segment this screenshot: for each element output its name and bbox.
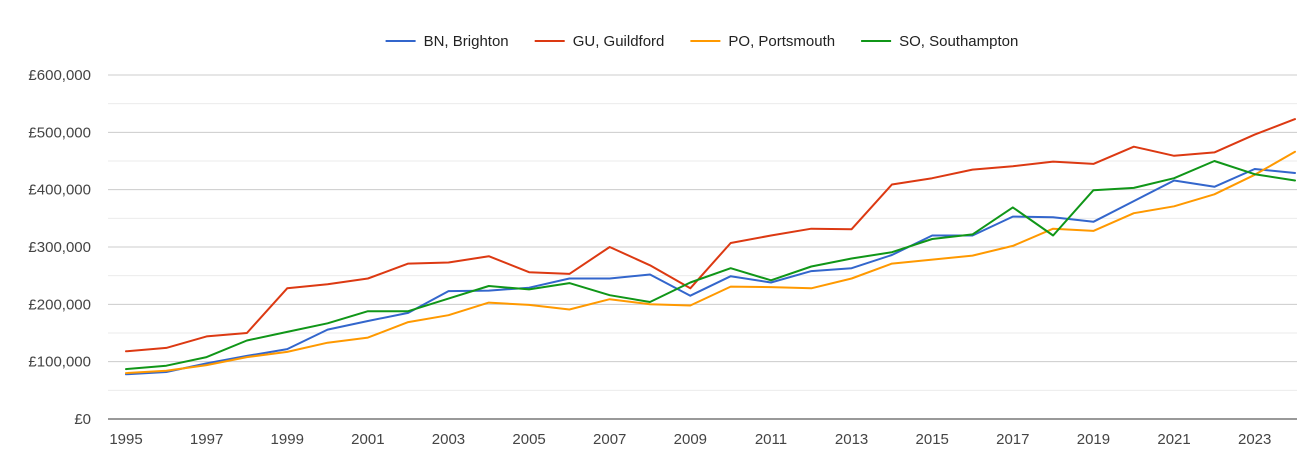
y-tick-label: £600,000 (28, 67, 91, 84)
x-tick-label: 2009 (674, 431, 707, 448)
axes: £0 £100,000 £200,000 £300,000 £400,000 £500,0… (28, 67, 1271, 448)
y-tick-label: £0 (74, 411, 91, 428)
y-tick-label: £400,000 (28, 182, 91, 199)
x-tick-label: 2013 (835, 431, 868, 448)
legend-item: GU, Guildford (534, 33, 665, 50)
legend-item: PO, Portsmouth (690, 33, 835, 50)
x-tick-label: 2021 (1157, 431, 1190, 448)
x-tick-label: 2023 (1238, 431, 1271, 448)
x-tick-label: 2017 (996, 431, 1029, 448)
x-tick-label: 2007 (593, 431, 626, 448)
legend-label: BN, Brighton (424, 33, 509, 50)
x-tick-label: 1995 (109, 431, 142, 448)
legend: BN, Brighton GU, Guildford PO, Portsmouth S… (385, 33, 1018, 50)
legend-label: GU, Guildford (573, 33, 665, 50)
grid-lines (108, 74, 1297, 420)
series-lines (125, 118, 1296, 376)
x-tick-label: 2011 (755, 431, 787, 448)
series-line-2 (125, 118, 1296, 353)
y-tick-label: £100,000 (28, 354, 91, 371)
y-tick-label: £300,000 (28, 239, 91, 256)
x-tick-label: 1999 (271, 431, 304, 448)
x-tick-label: 2015 (916, 431, 949, 448)
x-tick-label: 1997 (190, 431, 223, 448)
y-tick-label: £500,000 (28, 124, 91, 141)
x-tick-label: 2005 (512, 431, 545, 448)
x-tick-label: 2003 (432, 431, 465, 448)
series-line-4 (125, 160, 1296, 371)
series-line-1 (125, 168, 1296, 376)
y-tick-label: £200,000 (28, 296, 91, 313)
legend-label: SO, Southampton (899, 33, 1018, 50)
legend-item: SO, Southampton (861, 33, 1018, 50)
legend-label: PO, Portsmouth (728, 33, 835, 50)
series-line-3 (125, 150, 1296, 375)
legend-item: BN, Brighton (385, 33, 509, 50)
x-tick-label: 2019 (1077, 431, 1110, 448)
x-tick-label: 2001 (351, 431, 384, 448)
